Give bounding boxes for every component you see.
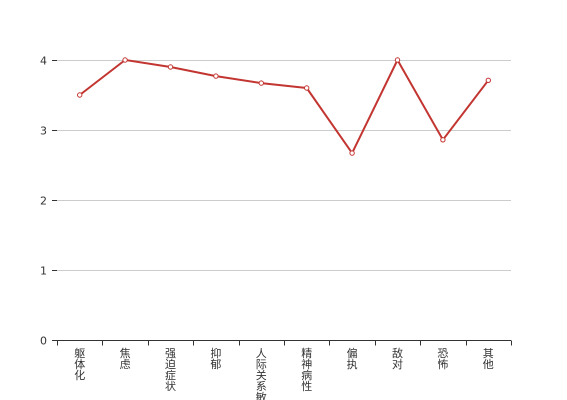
x-tick-labels: 躯体化 焦虑 强迫症状 抑郁 人际关系敏感 精神病性 偏执 敌对 恐怖 其他 <box>74 346 494 400</box>
y-tick-label: 3 <box>40 125 47 138</box>
series <box>77 57 491 156</box>
data-point[interactable] <box>122 57 128 63</box>
data-point[interactable] <box>349 150 355 156</box>
x-tick-label: 人际关系敏感 <box>256 347 267 400</box>
axes <box>52 60 512 346</box>
x-tick-label: 恐怖 <box>437 347 448 371</box>
x-tick-label: 抑郁 <box>210 346 221 371</box>
grid-lines <box>57 60 511 271</box>
x-tick-label: 强迫症状 <box>165 347 176 393</box>
data-point[interactable] <box>258 80 264 86</box>
data-point[interactable] <box>77 92 83 98</box>
y-tick-labels: 0 1 2 3 4 <box>40 55 47 348</box>
x-tick-label: 躯体化 <box>74 347 85 382</box>
y-tick-label: 4 <box>40 55 47 68</box>
y-tick-label: 2 <box>40 195 47 208</box>
data-point[interactable] <box>167 64 174 70</box>
x-tick-label: 精神病性 <box>301 347 312 393</box>
data-point[interactable] <box>213 73 219 79</box>
data-point[interactable] <box>485 77 491 84</box>
x-tick-label: 敌对 <box>392 346 403 371</box>
data-point[interactable] <box>304 85 310 91</box>
x-tick-label: 焦虑 <box>120 347 131 371</box>
series-line <box>79 59 490 155</box>
y-tick-label: 1 <box>40 265 47 278</box>
x-tick-label: 其他 <box>483 347 494 371</box>
data-point[interactable] <box>394 57 401 63</box>
data-point[interactable] <box>440 137 446 143</box>
x-tick-label: 偏执 <box>347 346 358 371</box>
y-tick-label: 0 <box>40 335 47 348</box>
